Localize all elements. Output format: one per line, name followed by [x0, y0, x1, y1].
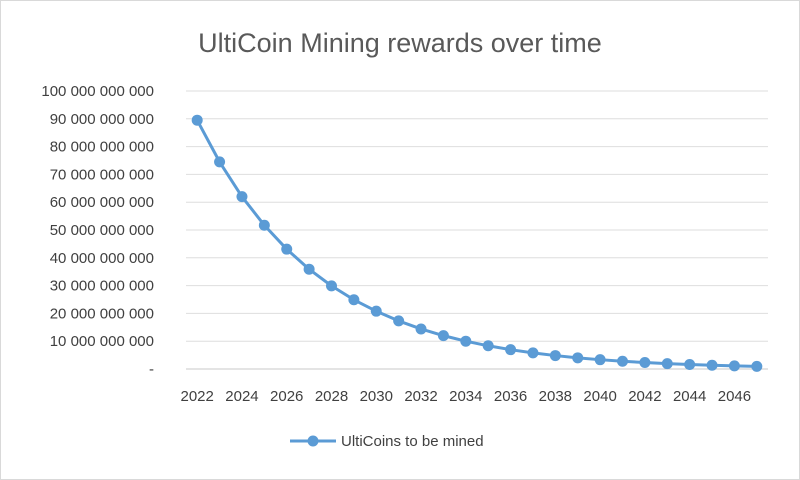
legend: UltiCoins to be mined [290, 433, 484, 450]
y-axis-labels: - 10 000 000 000 20 000 000 000 30 000 000 … [41, 83, 154, 378]
y-tick-label: 40 000 000 000 [50, 250, 154, 267]
gridlines [186, 90, 768, 370]
data-point [572, 352, 584, 364]
data-point [281, 243, 293, 255]
y-tick-label: 50 000 000 000 [50, 222, 154, 239]
series-ulticoins [191, 114, 763, 372]
data-point [527, 347, 539, 359]
data-point [594, 354, 606, 366]
data-point [728, 360, 740, 372]
data-point [214, 156, 226, 168]
x-tick-label: 2040 [583, 388, 616, 405]
x-axis-labels: 2022 2024 2026 2028 2030 2032 2034 2036 2038 2040… [181, 388, 752, 405]
data-point [236, 191, 248, 203]
y-tick-label: 70 000 000 000 [50, 166, 154, 183]
y-tick-label: 80 000 000 000 [50, 139, 154, 156]
x-tick-label: 2036 [494, 388, 527, 405]
x-tick-label: 2022 [181, 388, 214, 405]
data-point [706, 359, 718, 371]
data-point [617, 355, 628, 367]
x-tick-label: 2034 [449, 388, 482, 405]
series-line [195, 119, 757, 368]
x-tick-label: 2032 [404, 388, 437, 405]
x-tick-label: 2030 [360, 388, 393, 405]
data-point [505, 344, 517, 356]
y-tick-label: 100 000 000 000 [41, 83, 154, 100]
y-tick-label: 60 000 000 000 [50, 194, 154, 211]
y-tick-label: 90 000 000 000 [50, 111, 154, 128]
x-tick-label: 2046 [718, 388, 751, 405]
legend-marker [307, 435, 319, 447]
y-tick-label: 10 000 000 000 [50, 333, 154, 350]
x-tick-label: 2042 [628, 388, 661, 405]
legend-label: UltiCoins to be mined [341, 433, 484, 450]
data-point [639, 357, 651, 369]
data-point [348, 294, 360, 306]
x-tick-label: 2026 [270, 388, 303, 405]
data-point [415, 323, 427, 335]
data-point [191, 114, 203, 126]
data-point [393, 315, 405, 327]
x-tick-label: 2028 [315, 388, 348, 405]
data-point [303, 263, 315, 275]
x-tick-label: 2038 [539, 388, 572, 405]
y-tick-label: 30 000 000 000 [50, 278, 154, 295]
x-tick-label: 2024 [225, 388, 258, 405]
chart-title: UltiCoin Mining rewards over time [198, 28, 602, 58]
data-point [684, 358, 696, 370]
x-tick-label: 2044 [673, 388, 706, 405]
data-point [437, 330, 449, 342]
data-point [460, 335, 472, 347]
data-point [751, 360, 763, 372]
y-tick-label: - [149, 361, 154, 378]
data-point [482, 340, 494, 352]
data-point [326, 280, 337, 292]
data-point [661, 358, 673, 370]
data-point [549, 350, 561, 362]
data-point [258, 219, 270, 231]
data-point [370, 305, 382, 317]
y-tick-label: 20 000 000 000 [50, 305, 154, 322]
